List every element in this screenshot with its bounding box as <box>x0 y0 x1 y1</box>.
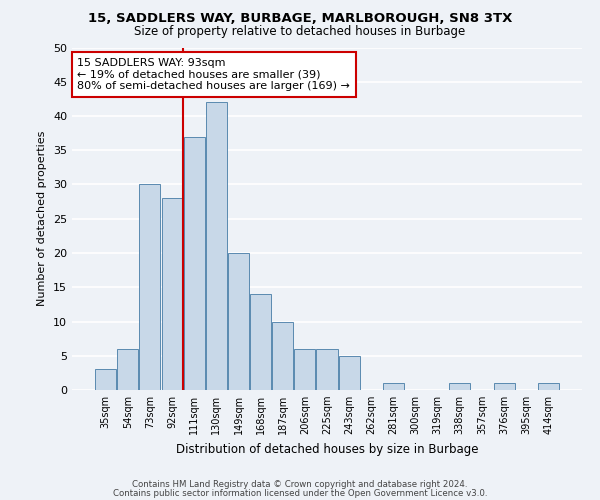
Text: 15 SADDLERS WAY: 93sqm
← 19% of detached houses are smaller (39)
80% of semi-det: 15 SADDLERS WAY: 93sqm ← 19% of detached… <box>77 58 350 91</box>
Y-axis label: Number of detached properties: Number of detached properties <box>37 131 47 306</box>
Bar <box>139 184 160 390</box>
Bar <box>118 349 139 390</box>
Text: Contains HM Land Registry data © Crown copyright and database right 2024.: Contains HM Land Registry data © Crown c… <box>132 480 468 489</box>
Bar <box>316 349 338 390</box>
X-axis label: Distribution of detached houses by size in Burbage: Distribution of detached houses by size … <box>176 442 478 456</box>
Bar <box>494 383 515 390</box>
Bar <box>538 383 559 390</box>
Bar <box>161 198 182 390</box>
Bar <box>449 383 470 390</box>
Text: Contains public sector information licensed under the Open Government Licence v3: Contains public sector information licen… <box>113 488 487 498</box>
Bar <box>295 349 316 390</box>
Text: 15, SADDLERS WAY, BURBAGE, MARLBOROUGH, SN8 3TX: 15, SADDLERS WAY, BURBAGE, MARLBOROUGH, … <box>88 12 512 26</box>
Bar <box>184 136 205 390</box>
Bar <box>228 253 249 390</box>
Bar <box>383 383 404 390</box>
Bar <box>250 294 271 390</box>
Bar <box>338 356 359 390</box>
Bar <box>206 102 227 390</box>
Text: Size of property relative to detached houses in Burbage: Size of property relative to detached ho… <box>134 25 466 38</box>
Bar <box>95 370 116 390</box>
Bar <box>272 322 293 390</box>
